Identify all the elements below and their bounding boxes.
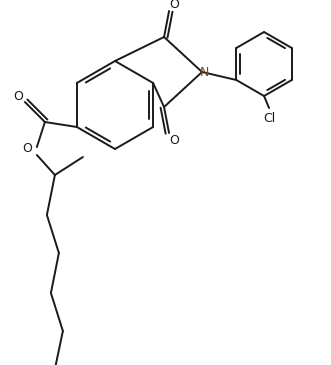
Text: O: O [169, 134, 179, 146]
Text: N: N [199, 65, 209, 78]
Text: O: O [169, 0, 179, 11]
Text: Cl: Cl [263, 111, 275, 124]
Text: O: O [13, 91, 23, 104]
Text: O: O [22, 142, 32, 155]
